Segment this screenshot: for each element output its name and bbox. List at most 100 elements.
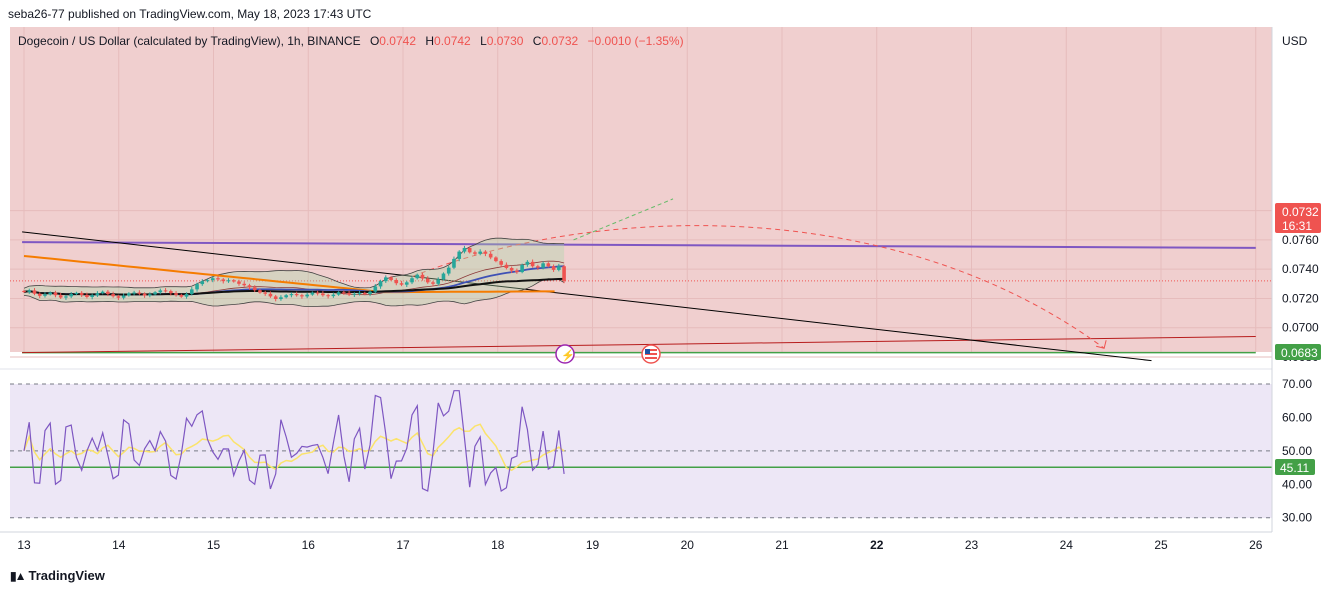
rsi-grid <box>10 383 1272 519</box>
candle-body <box>525 261 530 265</box>
candle-body <box>226 280 231 282</box>
candle-body <box>488 253 493 258</box>
candle-body <box>142 293 147 296</box>
candle-body <box>357 292 362 294</box>
candle-body <box>100 291 105 294</box>
candle-body <box>352 293 357 295</box>
rsi-tick-label: 40.00 <box>1282 477 1312 491</box>
legend-low: 0.0730 <box>487 34 524 48</box>
candle-body <box>383 277 388 282</box>
candle-body <box>546 263 551 267</box>
legend-open: 0.0742 <box>379 34 416 48</box>
legend-low-label: L <box>480 34 487 48</box>
candle-body <box>520 264 524 273</box>
rsi-axis: 70.00 60.00 50.00 40.00 30.00 <box>1282 377 1312 525</box>
rsi-tick-label: 50.00 <box>1282 444 1312 458</box>
candle-body <box>48 292 53 295</box>
projection-up-line <box>573 198 674 241</box>
candle-body <box>158 290 163 293</box>
candle-body <box>326 295 330 297</box>
candle-body <box>509 267 514 271</box>
candle-body <box>27 290 32 292</box>
projection-arrow <box>1096 340 1107 349</box>
candle-body <box>410 278 414 283</box>
candle-body <box>294 294 299 296</box>
legend-high-label: H <box>425 34 434 48</box>
legend-close-label: C <box>533 34 542 48</box>
candle-body <box>462 247 467 252</box>
publisher-caption: seba26-77 published on TradingView.com, … <box>8 7 372 21</box>
chart-legend: Dogecoin / US Dollar (calculated by Trad… <box>18 34 684 48</box>
candle-body <box>111 294 115 297</box>
candle-body <box>263 292 267 294</box>
candle-body <box>121 295 126 298</box>
chart-overlays <box>10 198 1272 362</box>
candle-body <box>174 293 178 295</box>
candle-body <box>420 274 425 279</box>
ma-200-line <box>23 255 555 294</box>
candle-body <box>90 295 94 297</box>
crypto-event-icon[interactable]: ⚡ <box>555 344 575 364</box>
candle-body <box>499 261 503 265</box>
candle-body <box>205 280 210 282</box>
candle-body <box>74 292 79 295</box>
candle-body <box>415 274 420 279</box>
candle-body <box>210 278 215 281</box>
time-axis: 13 14 15 16 17 18 19 20 21 22 23 24 25 26 <box>17 538 1262 552</box>
candle-body <box>22 290 26 292</box>
time-tick-label: 15 <box>207 538 221 552</box>
time-tick-label: 18 <box>491 538 505 552</box>
legend-open-label: O <box>370 34 379 48</box>
candle-body <box>195 284 199 290</box>
candle-body <box>231 280 236 282</box>
candle-body <box>200 281 205 285</box>
candle-body <box>452 258 456 268</box>
candle-body <box>431 282 435 284</box>
descending-trend-line <box>22 231 1152 362</box>
candle-body <box>163 290 168 292</box>
candle-body <box>58 295 63 298</box>
candle-body <box>399 283 404 285</box>
candle-body <box>106 291 110 295</box>
candles <box>22 245 566 302</box>
candle-body <box>373 286 378 292</box>
lower-channel-line <box>22 336 1256 354</box>
candle-body <box>336 292 341 295</box>
candle-body <box>315 292 320 294</box>
candle-body <box>189 289 194 295</box>
candle-body <box>530 261 535 267</box>
price-zone <box>10 27 1272 352</box>
rsi-ma-line <box>23 423 565 472</box>
candle-body <box>37 293 42 296</box>
time-tick-label: 13 <box>17 538 31 552</box>
candle-body <box>279 297 283 300</box>
candle-body <box>116 296 121 298</box>
candle-body <box>268 293 273 297</box>
candle-body <box>53 292 58 296</box>
support-price-label: 0.0683 <box>1281 346 1318 360</box>
time-tick-label: 24 <box>1060 538 1074 552</box>
time-tick-label: 20 <box>681 538 695 552</box>
candle-body <box>536 266 540 268</box>
candle-body <box>179 294 184 297</box>
tradingview-footer[interactable]: ▮▲ TradingView <box>10 568 105 583</box>
price-tick-label: 0.0720 <box>1282 291 1319 305</box>
countdown-label: 16:31 <box>1282 219 1312 233</box>
support-price-badge <box>1275 344 1321 360</box>
candle-body <box>85 294 89 297</box>
candle-body <box>221 279 226 282</box>
bollinger-lower <box>23 278 565 307</box>
candle-body <box>504 264 509 268</box>
candle-body <box>389 277 393 280</box>
candle-body <box>557 266 561 270</box>
time-tick-label: 17 <box>396 538 410 552</box>
candle-body <box>368 291 372 295</box>
candle-body <box>425 278 430 283</box>
us-flag-event-icon[interactable] <box>641 344 661 364</box>
candle-body <box>457 251 462 259</box>
candle-body <box>331 294 336 297</box>
candle-body <box>132 292 136 294</box>
legend-change: −0.0010 (−1.35%) <box>588 34 684 48</box>
candle-body <box>289 294 294 296</box>
